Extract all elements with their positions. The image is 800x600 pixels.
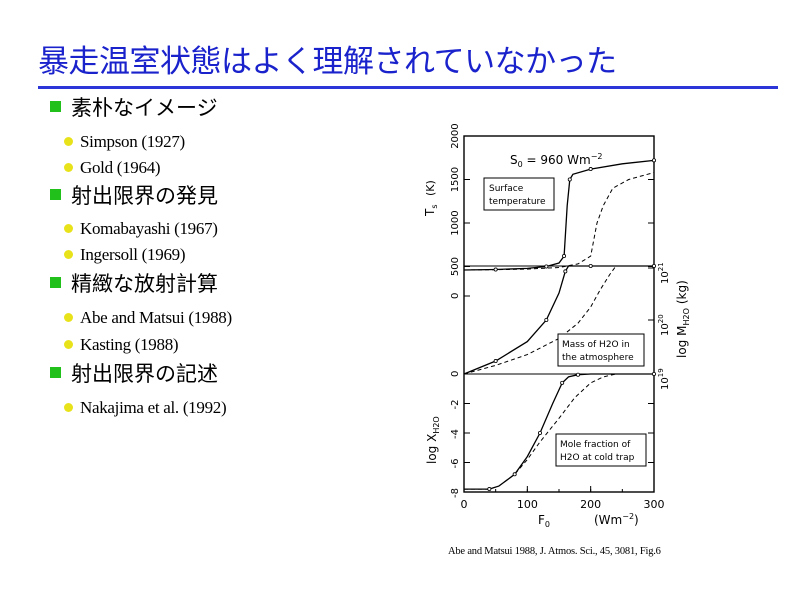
mole-fraction-box xyxy=(555,433,647,467)
x-h2o-axis-label: log XH2O xyxy=(425,416,441,464)
data-point-marker xyxy=(563,269,568,274)
tick-label: 1000 xyxy=(450,210,461,235)
tick-label: 100 xyxy=(517,498,538,511)
reference-text: Kasting (1988) xyxy=(80,335,179,354)
section-heading: 精緻な放射計算 xyxy=(50,270,218,298)
figure-caption: Abe and Matsui 1988, J. Atmos. Sci., 45,… xyxy=(448,546,661,557)
data-point-marker xyxy=(544,317,549,322)
green-square-bullet-icon xyxy=(50,367,61,378)
data-point-marker xyxy=(493,267,498,272)
tick-label: -4 xyxy=(450,429,461,439)
yellow-dot-bullet-icon xyxy=(64,163,73,172)
tick-label: 0 xyxy=(450,371,461,377)
data-point-marker xyxy=(575,372,580,377)
reference-item: Ingersoll (1969) xyxy=(64,244,186,266)
reference-text: Ingersoll (1969) xyxy=(80,245,186,264)
ts-axis-label: Ts xyxy=(423,204,439,217)
water-mass-dashed-line xyxy=(463,265,654,375)
section-heading-text: 精緻な放射計算 xyxy=(71,272,218,296)
green-square-bullet-icon xyxy=(50,189,61,200)
green-square-bullet-icon xyxy=(50,101,61,112)
yellow-dot-bullet-icon xyxy=(64,137,73,146)
tick-label: 300 xyxy=(644,498,665,511)
tick-labels: 0 100 200 30050010001500200001019102010210-… xyxy=(450,123,671,511)
tick-label: 0 xyxy=(450,293,461,299)
reference-item: Abe and Matsui (1988) xyxy=(64,307,232,329)
reference-item: Kasting (1988) xyxy=(64,334,179,356)
data-point-marker xyxy=(560,380,565,385)
yellow-dot-bullet-icon xyxy=(64,403,73,412)
reference-text: Nakajima et al. (1992) xyxy=(80,398,227,417)
water-mass-box-line1: Mass of H2O in xyxy=(562,340,630,350)
section-heading: 射出限界の発見 xyxy=(50,182,218,210)
tick-label: 1500 xyxy=(450,167,461,192)
green-square-bullet-icon xyxy=(50,277,61,288)
section-heading-text: 射出限界の記述 xyxy=(71,362,218,386)
s0-label: S0 = 960 Wm−2 xyxy=(510,152,602,169)
tick-label: 500 xyxy=(450,257,461,276)
section-heading: 射出限界の記述 xyxy=(50,360,218,388)
surface-temp-dashed-line xyxy=(463,172,655,271)
tick-label: 1020 xyxy=(657,314,671,336)
mole-fraction-box-line1: Mole fraction of xyxy=(560,440,631,450)
tick-label: -2 xyxy=(450,400,461,410)
data-point-marker xyxy=(512,472,517,477)
water-mass-box xyxy=(557,333,645,367)
data-point-marker xyxy=(562,254,567,259)
tick-label: 2000 xyxy=(450,123,461,148)
water-mass-solid-line xyxy=(463,265,654,375)
reference-text: Simpson (1927) xyxy=(80,132,185,151)
section-heading-text: 素朴なイメージ xyxy=(71,96,218,120)
data-point-marker xyxy=(538,430,543,435)
data-point-marker xyxy=(493,359,498,364)
tick-label: 1019 xyxy=(657,368,671,390)
data-point-marker xyxy=(567,177,572,182)
reference-item: Komabayashi (1967) xyxy=(64,218,218,240)
surface-temp-solid-line xyxy=(463,159,655,271)
title-underline xyxy=(38,86,778,89)
yellow-dot-bullet-icon xyxy=(64,340,73,349)
tick-label: -8 xyxy=(450,488,461,498)
mass-axis-label: log MH2O(kg) xyxy=(675,280,691,358)
surface-temp-box xyxy=(483,177,555,211)
data-point-marker xyxy=(651,158,656,163)
surface-temp-box-line1: Surface xyxy=(489,184,524,194)
data-point-marker xyxy=(588,167,593,172)
data-point-marker xyxy=(651,263,656,268)
section-heading-text: 射出限界の発見 xyxy=(71,184,218,208)
tick-label: -6 xyxy=(450,459,461,469)
yellow-dot-bullet-icon xyxy=(64,250,73,259)
tick-marks xyxy=(463,135,655,493)
x-axis-unit: (Wm−2) xyxy=(594,512,639,527)
section-heading: 素朴なイメージ xyxy=(50,94,218,122)
x-axis-label: F0 xyxy=(538,513,550,529)
reference-text: Gold (1964) xyxy=(80,158,161,177)
surface-temp-box-line2: temperature xyxy=(489,197,546,207)
yellow-dot-bullet-icon xyxy=(64,313,73,322)
tick-label: 0 xyxy=(461,498,468,511)
mole-fraction-box-line2: H2O at cold trap xyxy=(560,453,635,463)
yellow-dot-bullet-icon xyxy=(64,224,73,233)
runaway-greenhouse-figure: S0 = 960 Wm−2 Surface temperature Mass o… xyxy=(423,123,691,529)
data-point-marker xyxy=(487,487,492,492)
reference-item: Simpson (1927) xyxy=(64,131,185,153)
tick-label: 1021 xyxy=(657,262,671,284)
data-point-markers xyxy=(487,158,656,492)
data-point-marker xyxy=(588,263,593,268)
mole-fraction-dashed-line xyxy=(464,373,654,490)
data-point-marker xyxy=(544,264,549,269)
reference-text: Abe and Matsui (1988) xyxy=(80,308,232,327)
water-mass-box-line2: the atmosphere xyxy=(562,353,634,363)
ts-axis-unit: (K) xyxy=(424,180,437,196)
slide-title: 暴走温室状態はよく理解されていなかった xyxy=(38,44,617,80)
tick-label: 200 xyxy=(580,498,601,511)
reference-item: Gold (1964) xyxy=(64,157,161,179)
reference-item: Nakajima et al. (1992) xyxy=(64,397,227,419)
reference-text: Komabayashi (1967) xyxy=(80,219,218,238)
data-point-marker xyxy=(651,371,656,376)
mole-fraction-solid-line xyxy=(464,373,654,490)
